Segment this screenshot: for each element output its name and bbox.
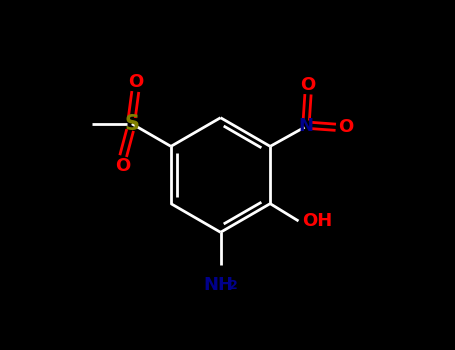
Text: S: S xyxy=(124,114,139,134)
Text: 2: 2 xyxy=(229,279,238,292)
Text: N: N xyxy=(299,117,314,134)
Text: OH: OH xyxy=(302,212,332,230)
Text: O: O xyxy=(339,118,354,136)
Text: NH: NH xyxy=(204,276,234,294)
Text: O: O xyxy=(116,157,131,175)
Text: O: O xyxy=(128,73,143,91)
Text: O: O xyxy=(300,76,316,93)
